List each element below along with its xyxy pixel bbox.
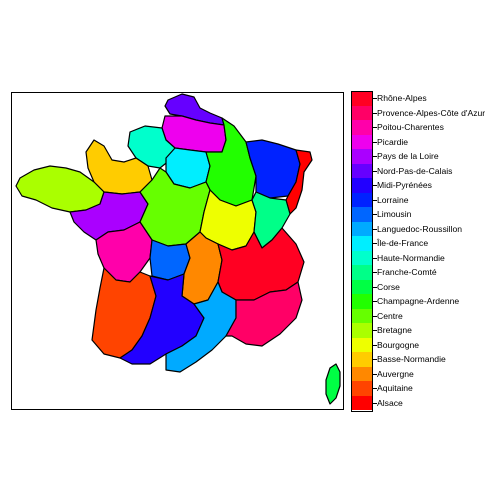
legend-swatch [351,381,373,396]
legend-label: Limousin [377,209,412,219]
legend-label: Midi-Pyrénées [377,180,432,190]
legend-tick [373,199,377,201]
legend-item: Franche-Comté [350,265,500,280]
legend-tick [373,373,377,375]
legend-item: Corse [350,279,500,294]
legend-swatch [351,294,373,309]
legend-tick [373,344,377,346]
legend-swatch [351,163,373,178]
legend-label: Aquitaine [377,383,413,393]
legend-label: Franche-Comté [377,267,437,277]
legend-label: Basse-Normandie [377,354,446,364]
legend-item: Île-de-France [350,236,500,251]
legend-label: Auvergne [377,368,414,379]
legend-item: Provence-Alpes-Côte d'Azur [350,105,500,120]
legend-tick [373,98,377,99]
legend-tick [373,243,377,244]
legend-tick [373,330,377,331]
legend-item: Pays de la Loire [350,149,500,164]
legend-tick [373,359,377,360]
legend-item: Champagne-Ardenne [350,294,500,309]
legend-swatch [351,337,373,352]
legend-label: Île-de-France [377,238,429,248]
legend-label: Pays de la Loire [377,151,439,161]
legend-item: Rhône-Alpes [350,91,500,106]
region-languedoc-roussillon [165,281,237,373]
legend-label: Rhône-Alpes [377,93,427,103]
legend-label: Poitou-Charentes [377,122,444,132]
legend-item: Auvergne [350,366,500,381]
legend-swatch [351,250,373,265]
legend-label: Alsace [377,397,403,408]
legend-tick [373,156,377,157]
legend-label: Bourgogne [377,339,420,350]
legend-tick [373,185,377,186]
legend-label: Nord-Pas-de-Calais [377,165,453,176]
legend-item: Haute-Normandie [350,250,500,265]
legend-tick [373,301,377,302]
legend-swatch [351,323,373,338]
legend-tick [373,388,377,389]
region-corse [325,363,341,405]
legend: Rhône-Alpes Provence-Alpes-Côte d'Azur Poi… [350,91,500,412]
region-poitou-charentes [95,221,153,283]
legend-label: Corse [377,281,400,292]
legend-swatch [351,366,373,381]
legend-item: Languedoc-Roussillon [350,221,500,236]
legend-label: Provence-Alpes-Côte d'Azur [377,107,486,118]
legend-label: Haute-Normandie [377,252,445,263]
legend-tick [373,214,377,215]
legend-swatch [351,120,373,135]
legend-tick [373,228,377,230]
legend-tick [373,257,377,259]
legend-swatch [351,207,373,222]
legend-swatch [351,178,373,193]
legend-swatch [351,91,373,106]
legend-swatch [351,192,373,207]
legend-item: Bourgogne [350,337,500,352]
legend-tick [373,141,377,143]
legend-swatch [351,279,373,294]
legend-tick [373,315,377,317]
legend-label: Picardie [377,136,409,147]
legend-item: Poitou-Charentes [350,120,500,135]
legend-item: Midi-Pyrénées [350,178,500,193]
legend-item: Lorraine [350,192,500,207]
region-provence-alpes-cote-dazur [225,281,303,347]
legend-item: Centre [350,308,500,323]
region-alsace [285,149,313,215]
legend-swatch [351,149,373,164]
legend-item: Picardie [350,134,500,149]
legend-item: Bretagne [350,323,500,338]
legend-label: Bretagne [377,325,412,335]
legend-swatch [351,265,373,280]
legend-swatch [351,221,373,236]
legend-item: Limousin [350,207,500,222]
legend-item: Aquitaine [350,381,500,396]
legend-swatch [351,236,373,251]
legend-swatch [351,352,373,367]
legend-item: Basse-Normandie [350,352,500,367]
legend-item: Nord-Pas-de-Calais [350,163,500,178]
legend-tick [373,272,377,273]
legend-swatch [351,308,373,323]
legend-tick [373,170,377,172]
legend-label: Languedoc-Roussillon [377,223,463,234]
legend-tick [373,402,377,404]
legend-swatch [351,395,373,410]
legend-swatch [351,105,373,120]
legend-swatch [351,134,373,149]
legend-tick [373,286,377,288]
legend-item: Alsace [350,395,500,410]
legend-label: Champagne-Ardenne [377,296,460,306]
legend-label: Lorraine [377,194,409,205]
legend-tick [373,127,377,128]
legend-tick [373,112,377,114]
legend-label: Centre [377,310,403,321]
